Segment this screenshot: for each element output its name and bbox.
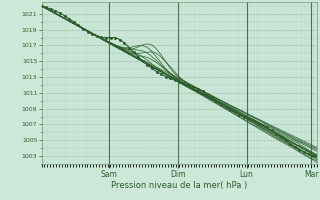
- Point: [228, 108, 233, 111]
- Point: [108, 36, 113, 39]
- Point: [205, 93, 210, 96]
- Point: [48, 7, 53, 11]
- Point: [103, 36, 108, 39]
- Point: [168, 77, 173, 80]
- Point: [140, 60, 145, 63]
- Point: [131, 51, 136, 54]
- Point: [136, 55, 141, 59]
- Point: [53, 9, 58, 13]
- Point: [99, 36, 104, 39]
- Point: [71, 20, 76, 24]
- Point: [269, 129, 274, 132]
- Point: [237, 113, 242, 116]
- Point: [301, 150, 307, 154]
- Point: [182, 82, 187, 85]
- Point: [310, 154, 316, 157]
- Point: [251, 119, 256, 122]
- Point: [80, 27, 85, 30]
- Point: [62, 14, 67, 17]
- Point: [163, 75, 168, 78]
- Point: [196, 87, 201, 90]
- Point: [232, 111, 237, 114]
- Point: [242, 115, 247, 118]
- Point: [278, 135, 284, 139]
- X-axis label: Pression niveau de la mer( hPa ): Pression niveau de la mer( hPa ): [111, 181, 247, 190]
- Point: [145, 63, 150, 67]
- Point: [255, 121, 260, 124]
- Point: [214, 99, 219, 102]
- Point: [44, 6, 49, 9]
- Point: [177, 80, 182, 83]
- Point: [274, 132, 279, 135]
- Point: [154, 70, 159, 73]
- Point: [117, 38, 122, 41]
- Point: [288, 142, 293, 145]
- Point: [122, 41, 127, 45]
- Point: [260, 123, 265, 126]
- Point: [297, 148, 302, 151]
- Point: [39, 4, 44, 8]
- Point: [219, 102, 224, 105]
- Point: [209, 96, 214, 99]
- Point: [265, 126, 270, 129]
- Point: [172, 79, 178, 82]
- Point: [90, 33, 95, 36]
- Point: [67, 17, 72, 20]
- Point: [149, 67, 155, 70]
- Point: [292, 145, 297, 148]
- Point: [200, 90, 205, 93]
- Point: [186, 83, 191, 86]
- Point: [246, 117, 251, 120]
- Point: [223, 105, 228, 108]
- Point: [283, 139, 288, 142]
- Point: [191, 85, 196, 88]
- Point: [159, 73, 164, 76]
- Point: [76, 24, 81, 27]
- Point: [58, 12, 63, 15]
- Point: [94, 35, 100, 38]
- Point: [113, 36, 118, 40]
- Point: [126, 46, 132, 49]
- Point: [306, 152, 311, 156]
- Point: [85, 30, 90, 33]
